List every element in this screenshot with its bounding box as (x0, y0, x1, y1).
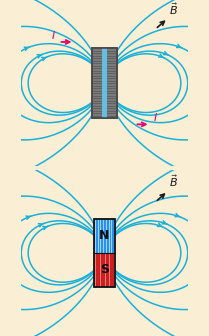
Bar (92, 48, 117, 118)
Text: $\vec{B}$: $\vec{B}$ (169, 1, 178, 17)
Text: N: N (99, 229, 110, 242)
Text: $\vec{B}$: $\vec{B}$ (169, 174, 178, 190)
Bar (102, 48, 107, 118)
Bar (94, 219, 115, 287)
Text: I: I (52, 31, 55, 41)
Bar (94, 219, 115, 253)
Text: S: S (100, 263, 109, 277)
Text: I: I (154, 113, 157, 123)
Bar (94, 253, 115, 287)
Bar (92, 48, 117, 118)
